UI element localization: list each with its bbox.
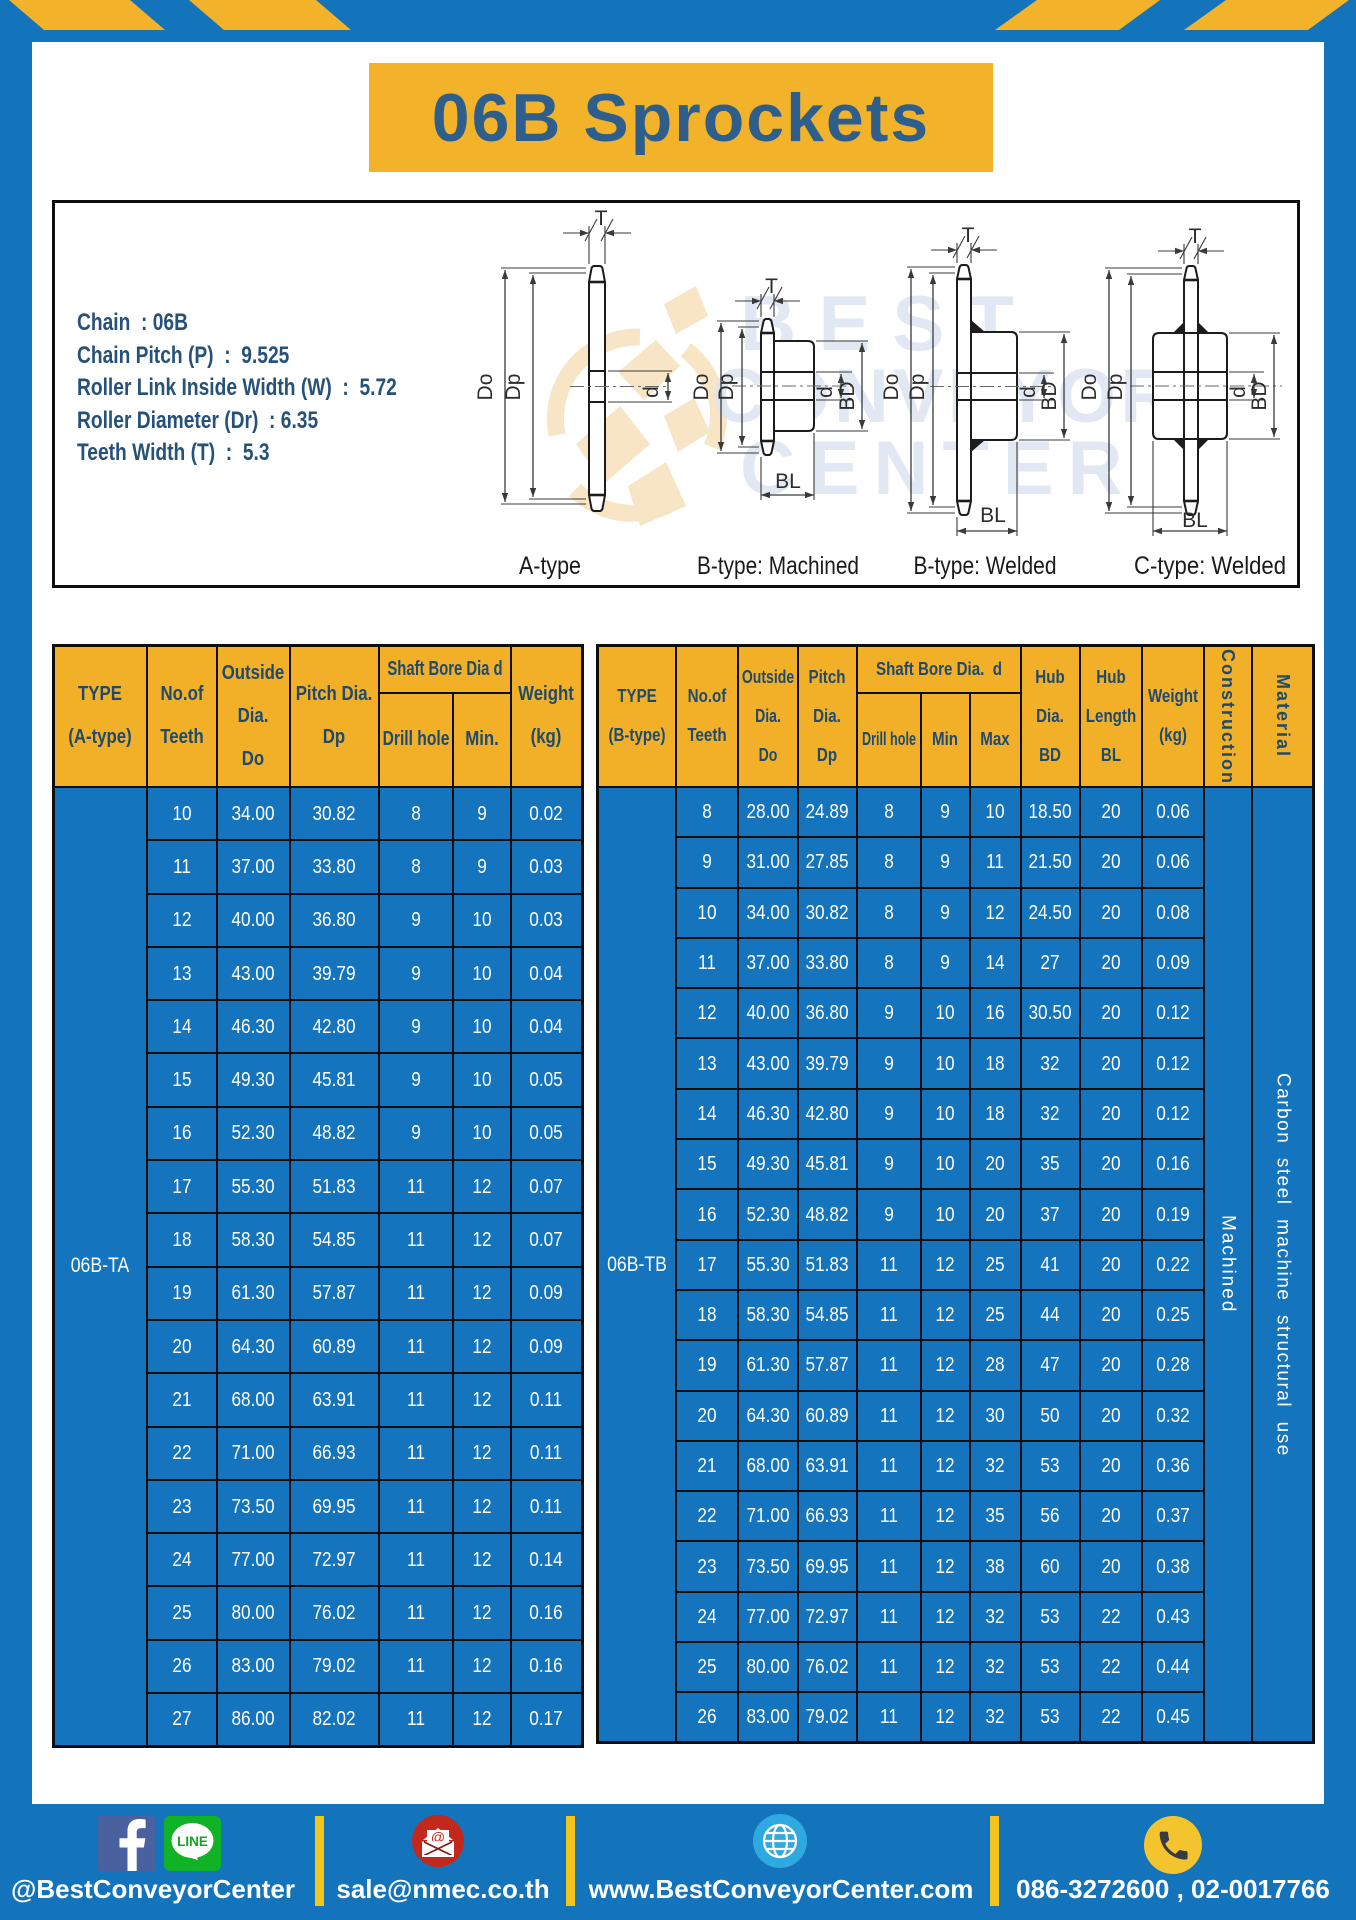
svg-text:A-type: A-type <box>519 552 581 580</box>
svg-text:Dp: Dp <box>1104 374 1127 401</box>
svg-text:Do: Do <box>1078 374 1101 401</box>
svg-text:BD: BD <box>1038 381 1061 410</box>
svg-text:Do: Do <box>880 374 903 401</box>
svg-text:BL: BL <box>1182 509 1208 532</box>
svg-text:BD: BD <box>1248 381 1271 410</box>
svg-text:T: T <box>962 224 975 247</box>
svg-text:d: d <box>1227 386 1250 398</box>
svg-text:d: d <box>1017 386 1040 398</box>
svg-text:LINE: LINE <box>177 1834 208 1849</box>
svg-text:d: d <box>814 386 837 398</box>
svg-text:T: T <box>595 207 608 230</box>
svg-text:BL: BL <box>775 470 801 493</box>
svg-text:B-type: Welded: B-type: Welded <box>914 552 1057 580</box>
svg-text:Do: Do <box>474 374 497 401</box>
svg-text:Dp: Dp <box>715 374 738 401</box>
svg-text:@: @ <box>431 1829 445 1845</box>
svg-text:B-type: Machined: B-type: Machined <box>697 552 859 580</box>
svg-text:BD: BD <box>836 381 859 410</box>
svg-text:Do: Do <box>690 374 713 401</box>
svg-text:BL: BL <box>980 504 1006 527</box>
svg-text:Dp: Dp <box>502 374 525 401</box>
svg-text:T: T <box>765 275 778 298</box>
svg-text:T: T <box>1189 225 1202 248</box>
svg-text:Dp: Dp <box>906 374 929 401</box>
svg-text:d: d <box>640 386 663 398</box>
svg-text:C-type: Welded: C-type: Welded <box>1134 552 1286 580</box>
svg-text:CENTER: CENTER <box>740 426 1136 511</box>
